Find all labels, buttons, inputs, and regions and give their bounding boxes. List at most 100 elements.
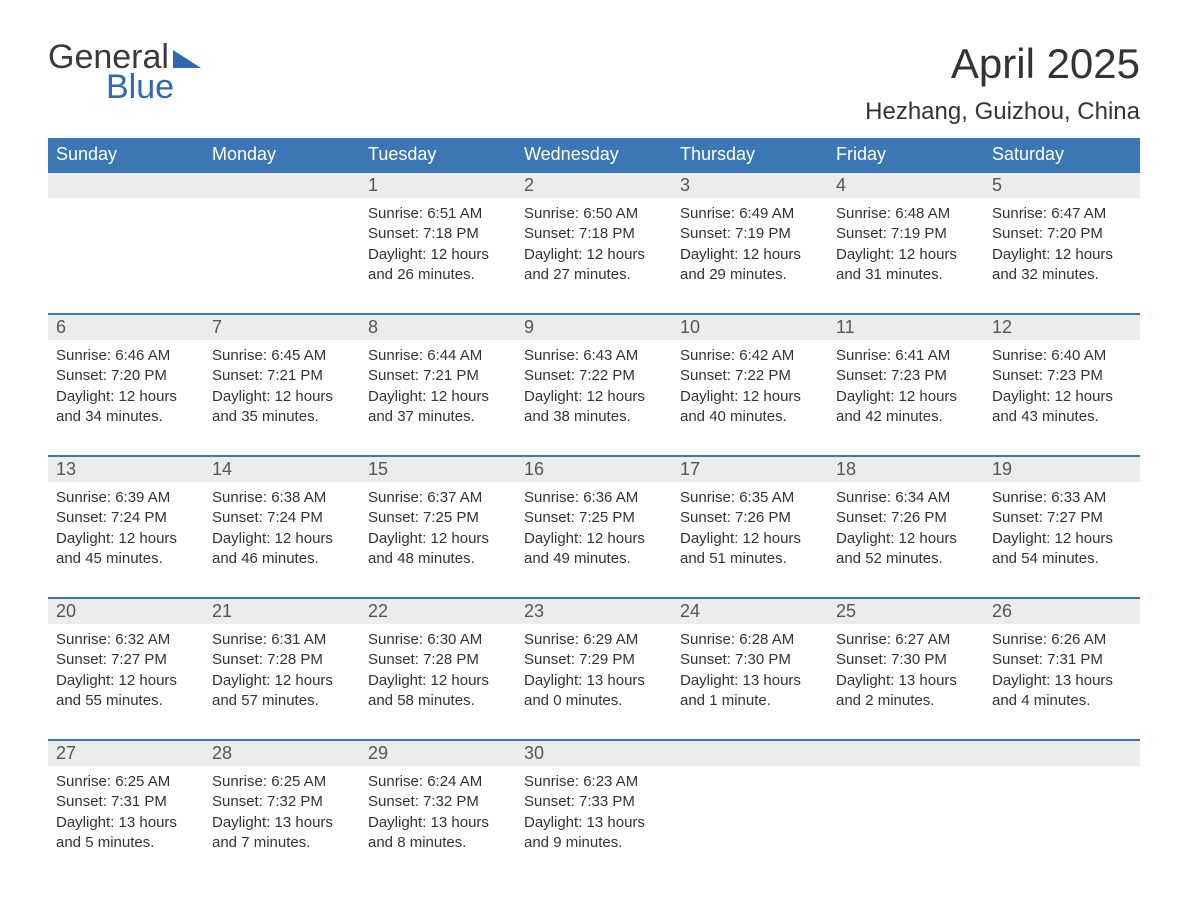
weekday-header: Wednesday [516, 138, 672, 172]
sunrise-text: Sunrise: 6:47 AM [992, 204, 1132, 224]
detail-cell: Sunrise: 6:39 AMSunset: 7:24 PMDaylight:… [48, 482, 204, 598]
sunrise-text: Sunrise: 6:28 AM [680, 630, 820, 650]
daylight-text: Daylight: 12 hours and 48 minutes. [368, 529, 508, 570]
sunrise-text: Sunrise: 6:24 AM [368, 772, 508, 792]
detail-cell: Sunrise: 6:32 AMSunset: 7:27 PMDaylight:… [48, 624, 204, 740]
weekday-header: Monday [204, 138, 360, 172]
daylight-text: Daylight: 12 hours and 27 minutes. [524, 245, 664, 286]
detail-cell: Sunrise: 6:40 AMSunset: 7:23 PMDaylight:… [984, 340, 1140, 456]
detail-cell [672, 766, 828, 881]
daynum-cell: 26 [984, 598, 1140, 624]
sunrise-text: Sunrise: 6:46 AM [56, 346, 196, 366]
sunset-text: Sunset: 7:19 PM [836, 224, 976, 244]
daynum-cell [828, 740, 984, 766]
daylight-text: Daylight: 12 hours and 34 minutes. [56, 387, 196, 428]
sunset-text: Sunset: 7:24 PM [56, 508, 196, 528]
daynum-cell: 10 [672, 314, 828, 340]
detail-cell: Sunrise: 6:36 AMSunset: 7:25 PMDaylight:… [516, 482, 672, 598]
detail-row: Sunrise: 6:51 AMSunset: 7:18 PMDaylight:… [48, 198, 1140, 314]
sunset-text: Sunset: 7:25 PM [368, 508, 508, 528]
sunset-text: Sunset: 7:30 PM [680, 650, 820, 670]
sunset-text: Sunset: 7:26 PM [680, 508, 820, 528]
daylight-text: Daylight: 12 hours and 57 minutes. [212, 671, 352, 712]
detail-row: Sunrise: 6:25 AMSunset: 7:31 PMDaylight:… [48, 766, 1140, 881]
sunrise-text: Sunrise: 6:43 AM [524, 346, 664, 366]
daynum-cell: 12 [984, 314, 1140, 340]
sunset-text: Sunset: 7:23 PM [836, 366, 976, 386]
daylight-text: Daylight: 13 hours and 9 minutes. [524, 813, 664, 854]
sunrise-text: Sunrise: 6:31 AM [212, 630, 352, 650]
daynum-cell: 30 [516, 740, 672, 766]
daynum-cell: 19 [984, 456, 1140, 482]
sunrise-text: Sunrise: 6:29 AM [524, 630, 664, 650]
daynum-cell: 29 [360, 740, 516, 766]
daynum-row: 12345 [48, 172, 1140, 198]
sunset-text: Sunset: 7:33 PM [524, 792, 664, 812]
daynum-cell: 15 [360, 456, 516, 482]
weekday-header: Friday [828, 138, 984, 172]
sunset-text: Sunset: 7:19 PM [680, 224, 820, 244]
detail-cell: Sunrise: 6:38 AMSunset: 7:24 PMDaylight:… [204, 482, 360, 598]
daylight-text: Daylight: 12 hours and 40 minutes. [680, 387, 820, 428]
daylight-text: Daylight: 12 hours and 29 minutes. [680, 245, 820, 286]
sunrise-text: Sunrise: 6:45 AM [212, 346, 352, 366]
daylight-text: Daylight: 13 hours and 5 minutes. [56, 813, 196, 854]
daynum-cell: 9 [516, 314, 672, 340]
daynum-cell: 11 [828, 314, 984, 340]
weekday-header: Saturday [984, 138, 1140, 172]
sunrise-text: Sunrise: 6:35 AM [680, 488, 820, 508]
detail-cell: Sunrise: 6:34 AMSunset: 7:26 PMDaylight:… [828, 482, 984, 598]
sunset-text: Sunset: 7:26 PM [836, 508, 976, 528]
detail-cell: Sunrise: 6:50 AMSunset: 7:18 PMDaylight:… [516, 198, 672, 314]
daynum-cell: 24 [672, 598, 828, 624]
sunrise-text: Sunrise: 6:32 AM [56, 630, 196, 650]
detail-cell: Sunrise: 6:44 AMSunset: 7:21 PMDaylight:… [360, 340, 516, 456]
detail-cell: Sunrise: 6:31 AMSunset: 7:28 PMDaylight:… [204, 624, 360, 740]
daynum-cell: 18 [828, 456, 984, 482]
calendar-table: SundayMondayTuesdayWednesdayThursdayFrid… [48, 138, 1140, 881]
daylight-text: Daylight: 13 hours and 2 minutes. [836, 671, 976, 712]
daynum-cell: 20 [48, 598, 204, 624]
weekday-header: Tuesday [360, 138, 516, 172]
sunrise-text: Sunrise: 6:50 AM [524, 204, 664, 224]
sunset-text: Sunset: 7:23 PM [992, 366, 1132, 386]
daynum-cell: 6 [48, 314, 204, 340]
sunset-text: Sunset: 7:27 PM [992, 508, 1132, 528]
detail-cell: Sunrise: 6:49 AMSunset: 7:19 PMDaylight:… [672, 198, 828, 314]
sunrise-text: Sunrise: 6:33 AM [992, 488, 1132, 508]
weekday-header: Thursday [672, 138, 828, 172]
location: Hezhang, Guizhou, China [865, 98, 1140, 126]
daylight-text: Daylight: 12 hours and 54 minutes. [992, 529, 1132, 570]
daylight-text: Daylight: 12 hours and 38 minutes. [524, 387, 664, 428]
sunset-text: Sunset: 7:20 PM [992, 224, 1132, 244]
detail-cell: Sunrise: 6:23 AMSunset: 7:33 PMDaylight:… [516, 766, 672, 881]
daylight-text: Daylight: 12 hours and 46 minutes. [212, 529, 352, 570]
sunset-text: Sunset: 7:18 PM [524, 224, 664, 244]
sunrise-text: Sunrise: 6:23 AM [524, 772, 664, 792]
daylight-text: Daylight: 12 hours and 52 minutes. [836, 529, 976, 570]
daylight-text: Daylight: 12 hours and 45 minutes. [56, 529, 196, 570]
title-block: April 2025 Hezhang, Guizhou, China [865, 40, 1140, 126]
detail-cell: Sunrise: 6:48 AMSunset: 7:19 PMDaylight:… [828, 198, 984, 314]
sunset-text: Sunset: 7:22 PM [680, 366, 820, 386]
sunrise-text: Sunrise: 6:25 AM [56, 772, 196, 792]
detail-row: Sunrise: 6:46 AMSunset: 7:20 PMDaylight:… [48, 340, 1140, 456]
daynum-cell: 21 [204, 598, 360, 624]
detail-cell [828, 766, 984, 881]
detail-cell: Sunrise: 6:37 AMSunset: 7:25 PMDaylight:… [360, 482, 516, 598]
calendar-body: 12345Sunrise: 6:51 AMSunset: 7:18 PMDayl… [48, 172, 1140, 881]
daylight-text: Daylight: 12 hours and 32 minutes. [992, 245, 1132, 286]
daynum-cell: 13 [48, 456, 204, 482]
sunrise-text: Sunrise: 6:30 AM [368, 630, 508, 650]
daynum-cell: 28 [204, 740, 360, 766]
daylight-text: Daylight: 12 hours and 35 minutes. [212, 387, 352, 428]
sunrise-text: Sunrise: 6:44 AM [368, 346, 508, 366]
detail-cell: Sunrise: 6:25 AMSunset: 7:32 PMDaylight:… [204, 766, 360, 881]
sunset-text: Sunset: 7:25 PM [524, 508, 664, 528]
logo: General Blue [48, 40, 201, 104]
detail-cell: Sunrise: 6:51 AMSunset: 7:18 PMDaylight:… [360, 198, 516, 314]
daynum-cell: 3 [672, 172, 828, 198]
sunset-text: Sunset: 7:29 PM [524, 650, 664, 670]
daylight-text: Daylight: 13 hours and 8 minutes. [368, 813, 508, 854]
sunset-text: Sunset: 7:32 PM [368, 792, 508, 812]
